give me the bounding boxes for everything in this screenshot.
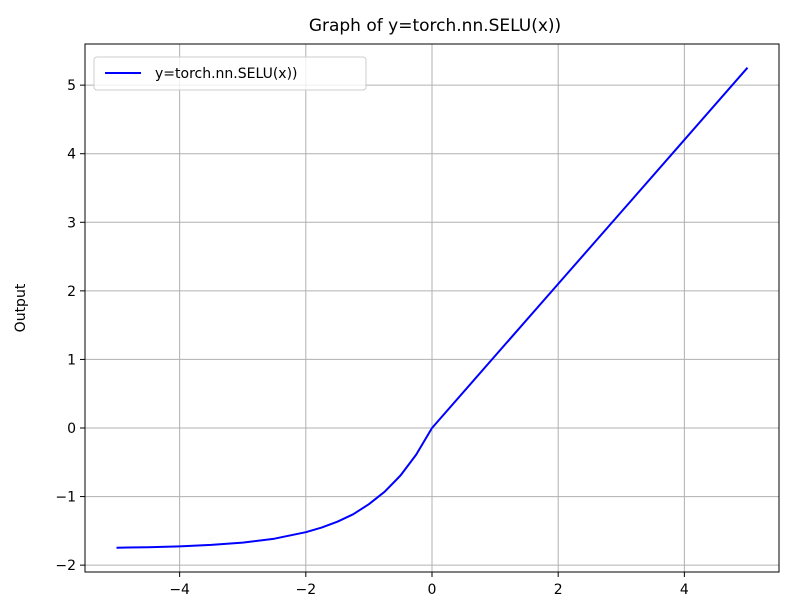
legend-entry-label: y=torch.nn.SELU(x))	[155, 66, 298, 82]
y-tick-label: 3	[67, 215, 76, 231]
legend: y=torch.nn.SELU(x))	[93, 56, 367, 91]
y-tick-label: 5	[67, 78, 76, 94]
x-tick-label: −4	[169, 582, 190, 598]
x-tick-label: 4	[680, 582, 689, 598]
tick-layer: −4 −2 0 2 4 −2 −1 0 1 2 3 4 5	[55, 78, 689, 598]
y-tick-label: 1	[67, 352, 76, 368]
series-line	[116, 67, 749, 549]
grid	[85, 44, 779, 572]
y-axis-label: Output	[13, 283, 29, 332]
x-tick-label: 0	[428, 582, 437, 598]
y-tick-label: 2	[67, 284, 76, 300]
y-tick-label: 0	[67, 421, 76, 437]
x-tick-label: −2	[295, 582, 316, 598]
x-tick-label: 2	[554, 582, 563, 598]
series-layer	[116, 67, 749, 549]
chart-title: Graph of y=torch.nn.SELU(x))	[309, 16, 561, 36]
y-tick-label: −1	[55, 490, 76, 506]
y-tick-label: −2	[55, 558, 76, 574]
legend-box	[93, 56, 367, 91]
y-tick-label: 4	[67, 147, 76, 163]
